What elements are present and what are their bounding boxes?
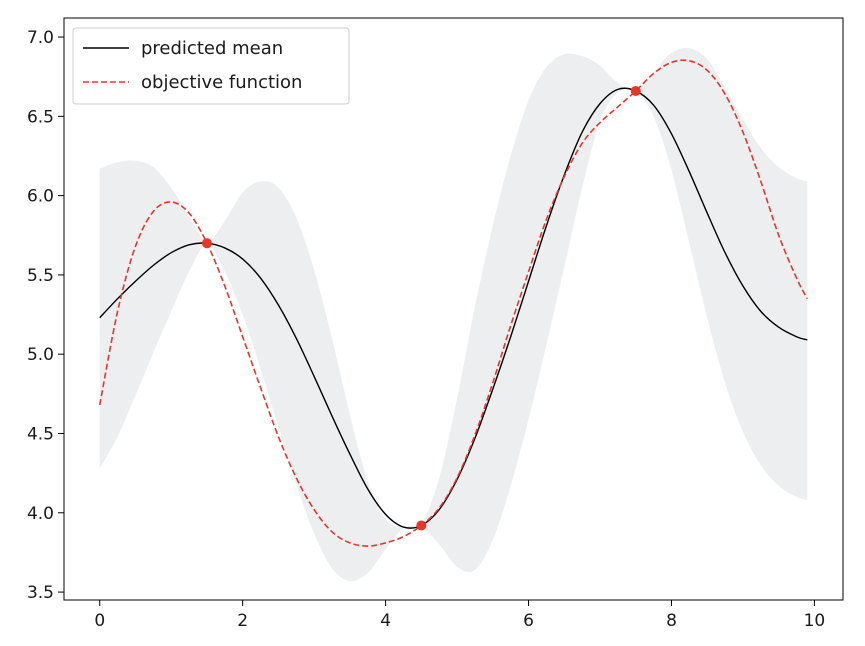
legend-box (72, 27, 350, 105)
x-tick-label: 2 (237, 611, 248, 631)
objective-function-line (98, 59, 808, 547)
observed-points-layer (201, 85, 641, 531)
y-tick-label: 7.0 (27, 28, 54, 48)
y-tick-label: 6.0 (27, 187, 54, 207)
observed-point (630, 85, 641, 96)
observed-point (201, 238, 212, 249)
legend-label: predicted mean (141, 38, 283, 59)
x-tick-label: 4 (380, 611, 391, 631)
x-tick-label: 0 (94, 611, 105, 631)
x-tick-label: 6 (523, 611, 534, 631)
y-tick-label: 6.5 (27, 107, 54, 127)
uncertainty-band (99, 47, 808, 582)
y-tick-label: 4.0 (27, 504, 54, 524)
legend: predicted mean objective function (72, 27, 350, 105)
x-tick-label: 8 (666, 611, 677, 631)
uncertainty-band-layer (99, 47, 808, 582)
y-axis: 3.5 4.0 4.5 5.0 5.5 6.0 6.5 7.0 (27, 28, 64, 603)
plot-frame (63, 17, 844, 601)
y-tick-label: 5.0 (27, 345, 54, 365)
y-tick-label: 5.5 (27, 266, 54, 286)
y-tick-label: 4.5 (27, 424, 54, 444)
series-lines-layer (98, 59, 808, 547)
observed-point (416, 520, 427, 531)
y-tick-label: 3.5 (27, 583, 54, 603)
x-axis: 0 2 4 6 8 10 (94, 600, 825, 631)
x-tick-label: 10 (804, 611, 826, 631)
legend-label: objective function (141, 72, 302, 93)
